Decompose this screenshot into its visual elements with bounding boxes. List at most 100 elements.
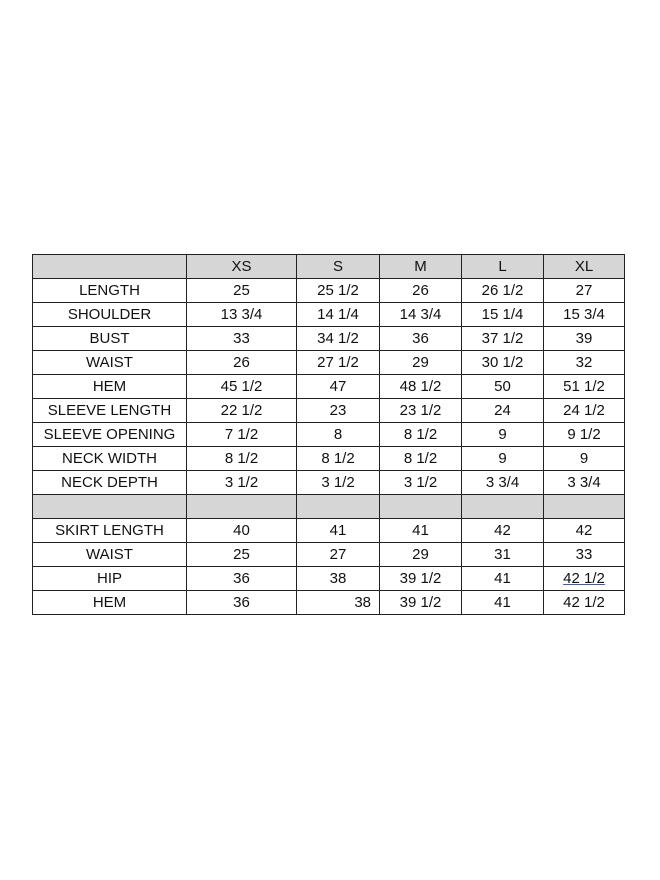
table-cell: 7 1/2: [186, 422, 297, 447]
row-label: WAIST: [32, 542, 187, 567]
table-cell: 36: [186, 566, 297, 591]
table-row: SLEEVE LENGTH 22 1/2 23 23 1/2 24 24 1/2: [32, 398, 625, 423]
table-row: HEM 36 38 39 1/2 41 42 1/2: [32, 590, 625, 615]
separator-row: [32, 494, 625, 519]
table-row: SHOULDER 13 3/4 14 1/4 14 3/4 15 1/4 15 3/4: [32, 302, 625, 327]
header-row: XS S M L XL: [32, 254, 625, 279]
table-cell: 26: [379, 278, 462, 303]
table-cell: 41: [461, 590, 544, 615]
table-cell: 36: [186, 590, 297, 615]
table-cell: 9: [461, 422, 544, 447]
table-cell: XL: [543, 254, 625, 279]
table-cell: 3 1/2: [379, 470, 462, 495]
size-chart-table: XS S M L XL LENGTH 25 25 1/2 26 26 1/2 27 SHOULDER 1…: [32, 254, 625, 615]
table-row: LENGTH 25 25 1/2 26 26 1/2 27: [32, 278, 625, 303]
table-cell: 47: [296, 374, 380, 399]
table-cell: 41: [296, 518, 380, 543]
table-cell: 42: [461, 518, 544, 543]
table-cell: L: [461, 254, 544, 279]
table-row: WAIST 26 27 1/2 29 30 1/2 32: [32, 350, 625, 375]
table-cell: 27 1/2: [296, 350, 380, 375]
table-cell: [379, 494, 462, 519]
table-cell: 45 1/2: [186, 374, 297, 399]
row-label: HIP: [32, 566, 187, 591]
table-cell: 3 3/4: [461, 470, 544, 495]
table-cell: 33: [543, 542, 625, 567]
table-cell: 39: [543, 326, 625, 351]
table-cell: 3 3/4: [543, 470, 625, 495]
table-cell: 13 3/4: [186, 302, 297, 327]
table-cell: 42 1/2: [543, 590, 625, 615]
row-label: WAIST: [32, 350, 187, 375]
table-cell: 8 1/2: [379, 446, 462, 471]
table-row: HEM 45 1/2 47 48 1/2 50 51 1/2: [32, 374, 625, 399]
table-cell: 25: [186, 278, 297, 303]
table-cell: 36: [379, 326, 462, 351]
table-cell: 24 1/2: [543, 398, 625, 423]
table-cell: 14 1/4: [296, 302, 380, 327]
row-label: [32, 494, 187, 519]
row-label: SLEEVE OPENING: [32, 422, 187, 447]
table-cell: 26: [186, 350, 297, 375]
table-cell: 8 1/2: [296, 446, 380, 471]
table-cell: 39 1/2: [379, 566, 462, 591]
table-cell: 51 1/2: [543, 374, 625, 399]
table-cell: 27: [296, 542, 380, 567]
row-label: BUST: [32, 326, 187, 351]
table-cell: 8 1/2: [379, 422, 462, 447]
table-row: WAIST 25 27 29 31 33: [32, 542, 625, 567]
table-cell: 15 3/4: [543, 302, 625, 327]
row-label: NECK DEPTH: [32, 470, 187, 495]
table-cell: 41: [379, 518, 462, 543]
table-row: HIP 36 38 39 1/2 41 42 1/2: [32, 566, 625, 591]
table-row: SLEEVE OPENING 7 1/2 8 8 1/2 9 9 1/2: [32, 422, 625, 447]
row-label: SKIRT LENGTH: [32, 518, 187, 543]
table-cell: 3 1/2: [186, 470, 297, 495]
table-cell: 15 1/4: [461, 302, 544, 327]
table-cell: 38: [296, 566, 380, 591]
row-label: SHOULDER: [32, 302, 187, 327]
table-cell: 32: [543, 350, 625, 375]
table-row: SKIRT LENGTH 40 41 41 42 42: [32, 518, 625, 543]
table-cell: 40: [186, 518, 297, 543]
table-cell: 29: [379, 350, 462, 375]
table-cell: 50: [461, 374, 544, 399]
table-cell: 39 1/2: [379, 590, 462, 615]
row-label: [32, 254, 187, 279]
table-cell: 26 1/2: [461, 278, 544, 303]
row-label: HEM: [32, 590, 187, 615]
row-label: LENGTH: [32, 278, 187, 303]
table-cell: [543, 494, 625, 519]
table-row: NECK WIDTH 8 1/2 8 1/2 8 1/2 9 9: [32, 446, 625, 471]
table-cell: 37 1/2: [461, 326, 544, 351]
row-label: SLEEVE LENGTH: [32, 398, 187, 423]
table-cell: 31: [461, 542, 544, 567]
table-cell: 41: [461, 566, 544, 591]
table-cell: 9 1/2: [543, 422, 625, 447]
row-label: HEM: [32, 374, 187, 399]
table-cell: 22 1/2: [186, 398, 297, 423]
table-cell: [296, 494, 380, 519]
table-cell: 24: [461, 398, 544, 423]
table-cell: 48 1/2: [379, 374, 462, 399]
table-cell: 42 1/2: [543, 566, 625, 591]
table-cell: 14 3/4: [379, 302, 462, 327]
table-row: BUST 33 34 1/2 36 37 1/2 39: [32, 326, 625, 351]
table-cell: 33: [186, 326, 297, 351]
table-cell: 9: [543, 446, 625, 471]
table-cell: 25 1/2: [296, 278, 380, 303]
table-row: NECK DEPTH 3 1/2 3 1/2 3 1/2 3 3/4 3 3/4: [32, 470, 625, 495]
table-cell: 3 1/2: [296, 470, 380, 495]
table-cell: 23 1/2: [379, 398, 462, 423]
table-cell: 29: [379, 542, 462, 567]
row-label: NECK WIDTH: [32, 446, 187, 471]
table-cell: 34 1/2: [296, 326, 380, 351]
table-cell: 25: [186, 542, 297, 567]
table-cell: S: [296, 254, 380, 279]
table-cell: 27: [543, 278, 625, 303]
table-cell: 42: [543, 518, 625, 543]
table-cell: 9: [461, 446, 544, 471]
table-cell: [186, 494, 297, 519]
table-cell: 23: [296, 398, 380, 423]
table-cell: 30 1/2: [461, 350, 544, 375]
